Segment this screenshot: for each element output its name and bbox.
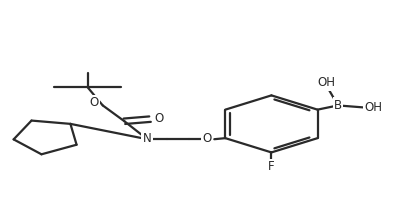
Text: F: F: [268, 160, 275, 173]
Text: O: O: [89, 96, 99, 109]
Text: OH: OH: [364, 101, 382, 114]
Text: N: N: [143, 132, 152, 145]
Text: OH: OH: [317, 76, 335, 89]
Text: O: O: [154, 112, 163, 125]
Text: B: B: [334, 99, 342, 112]
Text: O: O: [202, 132, 212, 145]
